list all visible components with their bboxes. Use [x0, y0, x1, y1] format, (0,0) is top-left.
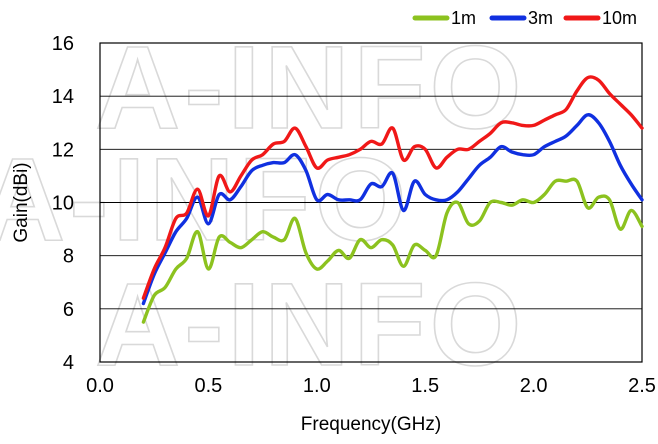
x-axis-title: Frequency(GHz) — [301, 414, 441, 435]
series-line-10m — [141, 75, 644, 300]
y-tick-label: 4 — [63, 352, 74, 374]
x-tick-label: 1.5 — [411, 375, 439, 397]
legend-label-1m: 1m — [451, 8, 476, 28]
grid-lines — [100, 95, 642, 310]
series-lines — [141, 75, 644, 324]
watermark: A-INFO A-INFO A-INFO — [0, 21, 525, 392]
legend-label-3m: 3m — [528, 8, 553, 28]
watermark-text-bottom: A-INFO — [95, 259, 525, 391]
x-tick-label: 1.0 — [303, 375, 331, 397]
y-tick-label: 6 — [63, 299, 74, 321]
x-tick-label: 2.0 — [520, 375, 548, 397]
y-tick-label: 10 — [52, 193, 74, 215]
legend-label-10m: 10m — [602, 8, 637, 28]
y-axis-title: Gain(dBi) — [11, 162, 32, 242]
y-axis-ticks: 4 6 8 10 12 14 16 — [52, 33, 74, 374]
x-tick-label: 0.0 — [86, 375, 114, 397]
x-axis-ticks: 0.0 0.5 1.0 1.5 2.0 2.5 — [86, 375, 656, 397]
legend: 1m 3m 10m — [412, 8, 637, 28]
series-line-3m — [141, 113, 644, 306]
plot-area-frame — [99, 42, 643, 363]
x-tick-label: 0.5 — [194, 375, 222, 397]
y-tick-label: 8 — [63, 246, 74, 268]
y-tick-label: 12 — [52, 139, 74, 161]
series-line-1m — [141, 177, 644, 324]
x-tick-label: 2.5 — [628, 375, 656, 397]
y-tick-label: 16 — [52, 33, 74, 55]
y-tick-label: 14 — [52, 86, 74, 108]
